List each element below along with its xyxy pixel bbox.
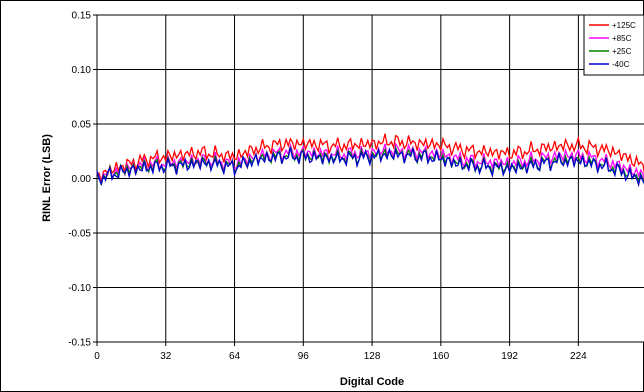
series-line-+125C xyxy=(96,133,644,182)
y-axis-title: RINL Error (LSB) xyxy=(41,134,53,222)
legend-label: +125C xyxy=(612,21,636,30)
x-tick-label: 32 xyxy=(160,351,172,362)
legend-label: +85C xyxy=(612,34,632,43)
y-tick-label: 0.00 xyxy=(72,174,92,185)
series-line-+85C xyxy=(96,142,644,185)
y-tick-label: 0.05 xyxy=(72,120,92,131)
y-tick-label: -0.05 xyxy=(68,229,91,240)
x-tick-label: 0 xyxy=(94,351,100,362)
gridlines xyxy=(96,14,644,343)
y-tick-label: 0.10 xyxy=(72,65,92,76)
x-tick-label: 64 xyxy=(229,351,241,362)
y-tick-label: -0.15 xyxy=(68,338,91,349)
x-tick-label: 96 xyxy=(298,351,310,362)
x-tick-label: 192 xyxy=(501,351,518,362)
x-axis-title: Digital Code xyxy=(340,376,404,388)
y-tick-label: -0.10 xyxy=(68,283,91,294)
x-tick-label: 128 xyxy=(364,351,381,362)
legend-label: +25C xyxy=(612,47,632,56)
x-tick-label: 160 xyxy=(432,351,449,362)
series-line--40C xyxy=(96,146,644,188)
x-tick-label: 224 xyxy=(570,351,587,362)
legend: +125C +85C +25C -40C xyxy=(583,14,644,76)
y-tick-label: 0.15 xyxy=(72,11,92,22)
series-lines xyxy=(96,133,644,188)
axis-ticks: 0.15 0.10 0.05 0.00 -0.05 -0.10 -0.150 32 64 96 12… xyxy=(68,11,587,363)
legend-label: -40C xyxy=(612,60,630,69)
